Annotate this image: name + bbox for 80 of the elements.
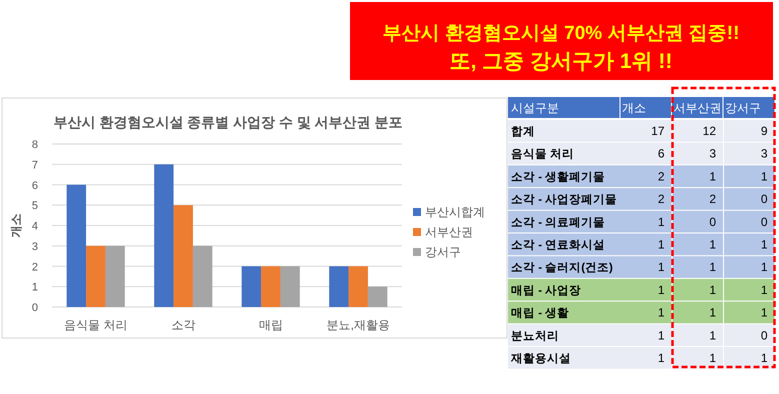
y-tick-label: 7	[32, 159, 38, 172]
data-label: 1	[658, 306, 665, 320]
y-tick-label: 1	[32, 282, 38, 294]
data-label: 1	[709, 238, 716, 252]
data-label: 6	[658, 146, 665, 161]
data-label: 2	[709, 192, 716, 206]
data-label: 1	[709, 282, 716, 297]
chart-title: 부산시 환경혐오시설 종류별 사업장 수 및 서부산권 분포	[53, 114, 403, 130]
y-tick-label: 5	[32, 200, 38, 212]
bar	[105, 246, 125, 307]
data-label: 0	[760, 328, 768, 342]
x-tick-label: 개소	[622, 101, 646, 115]
data-label: 1	[709, 169, 716, 184]
y-tick-label: 분뇨처리	[511, 329, 559, 342]
bar	[86, 246, 106, 307]
bar	[154, 164, 174, 307]
legend-label: 강서구	[425, 245, 461, 259]
bar	[348, 266, 368, 307]
data-label: 3	[760, 146, 768, 161]
data-label: 1	[760, 169, 768, 184]
y-tick-label: 2	[32, 261, 38, 274]
data-label: 1	[658, 282, 665, 297]
x-tick-label: 소각	[171, 318, 196, 332]
data-label: 12	[702, 124, 716, 138]
data-label: 1	[709, 328, 716, 342]
legend-label: 부산시합계	[425, 205, 485, 219]
y-tick-label: 재활용시설	[510, 352, 571, 365]
y-axis-title: 개소	[9, 214, 23, 238]
bar	[192, 246, 212, 307]
y-tick-label: 매립 - 생활	[511, 306, 570, 320]
bar	[329, 266, 349, 307]
bar	[242, 266, 262, 307]
x-tick-label: 강서구	[725, 101, 761, 115]
y-tick-label: 소각 - 연료화시설	[511, 238, 606, 252]
y-tick-label: 소각 - 슬러지(건조)	[511, 261, 614, 274]
y-tick-label: 6	[32, 180, 38, 192]
data-label: 9	[760, 124, 768, 138]
data-label: 0	[760, 214, 768, 229]
data-label: 1	[760, 260, 768, 274]
y-tick-label: 음식물 처리	[511, 148, 574, 161]
y-tick-label: 합계	[511, 125, 535, 138]
bar	[261, 266, 280, 307]
text: 부산시 환경혐오시설 70% 서부산권 집중!!	[382, 23, 740, 44]
y-tick-label: 매립 - 사업장	[511, 284, 582, 297]
data-label: 1	[658, 351, 665, 365]
data-label: 1	[658, 260, 665, 274]
data-label: 1	[658, 238, 665, 252]
text: 또, 그중 강서구가 1위 !!	[450, 50, 672, 73]
data-label: 2	[658, 192, 665, 206]
data-label: 1	[709, 260, 716, 274]
data-label: 1	[760, 238, 768, 252]
data-label: 1	[658, 214, 665, 229]
bar	[174, 205, 193, 307]
y-tick-label: 4	[32, 220, 38, 232]
x-tick-label: 음식물 처리	[64, 318, 128, 332]
legend-label: 서부산권	[425, 225, 473, 239]
x-tick-label: 서부산권	[674, 101, 722, 115]
data-label: 1	[709, 351, 716, 365]
bar	[368, 286, 388, 307]
bar	[66, 184, 86, 307]
data-label: 2	[658, 169, 665, 184]
y-tick-label: 소각 - 의료폐기물	[511, 216, 606, 229]
data-label: 1	[760, 282, 768, 297]
y-tick-label: 3	[32, 240, 38, 253]
x-tick-label: 매립	[258, 318, 283, 332]
y-tick-label: 소각 - 생활폐기물	[511, 170, 606, 184]
data-label: 1	[760, 306, 768, 320]
x-tick-label: 분뇨,재활용	[326, 318, 390, 332]
y-tick-label: 소각 - 사업장폐기물	[511, 193, 618, 206]
bar	[280, 266, 300, 307]
data-label: 0	[709, 214, 716, 229]
data-label: 1	[760, 351, 768, 365]
data-label: 3	[709, 146, 716, 161]
data-label: 17	[651, 124, 665, 138]
data-label: 1	[709, 306, 716, 320]
y-axis-title: 시설구분	[511, 101, 559, 115]
y-tick-label: 0	[32, 302, 38, 314]
data-label: 0	[760, 192, 768, 206]
data-label: 1	[658, 328, 665, 342]
y-tick-label: 8	[32, 139, 38, 151]
